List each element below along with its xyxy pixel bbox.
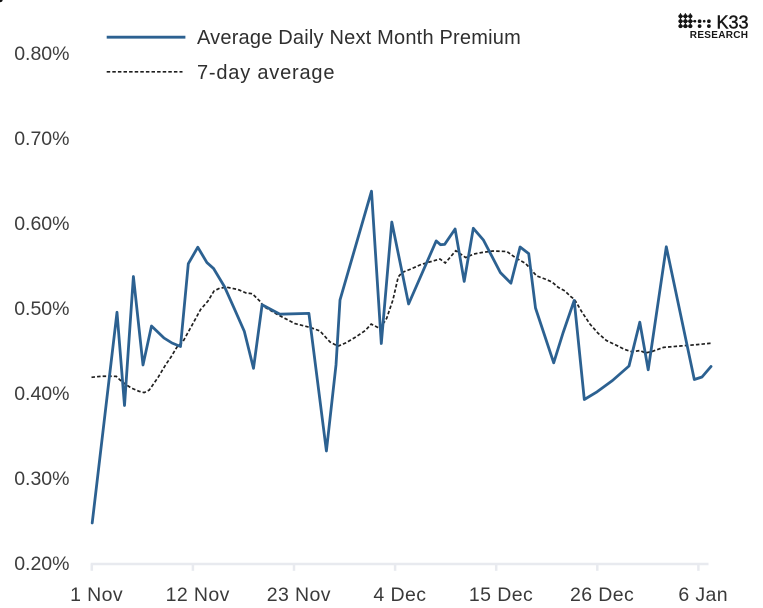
svg-text:0.80%: 0.80% <box>14 43 69 65</box>
svg-text:12 Nov: 12 Nov <box>166 584 230 606</box>
svg-text:26 Dec: 26 Dec <box>570 584 634 606</box>
svg-text:23 Nov: 23 Nov <box>267 584 331 606</box>
svg-text:7-day average: 7-day average <box>197 62 335 84</box>
svg-text:6 Jan: 6 Jan <box>678 584 728 606</box>
svg-text:K33: K33 <box>717 12 749 32</box>
svg-text:0.30%: 0.30% <box>14 468 69 490</box>
svg-text:Average Daily Next Month Premi: Average Daily Next Month Premium <box>197 27 521 49</box>
svg-text:0.20%: 0.20% <box>14 553 69 575</box>
svg-text:0.50%: 0.50% <box>14 298 69 320</box>
svg-text:0.70%: 0.70% <box>14 128 69 150</box>
svg-text:RESEARCH: RESEARCH <box>690 30 749 41</box>
svg-text:15 Dec: 15 Dec <box>469 584 533 606</box>
svg-text:0.40%: 0.40% <box>14 383 69 405</box>
svg-text:4 Dec: 4 Dec <box>373 584 426 606</box>
svg-text:0.60%: 0.60% <box>14 213 69 235</box>
svg-text:1 Nov: 1 Nov <box>70 584 123 606</box>
